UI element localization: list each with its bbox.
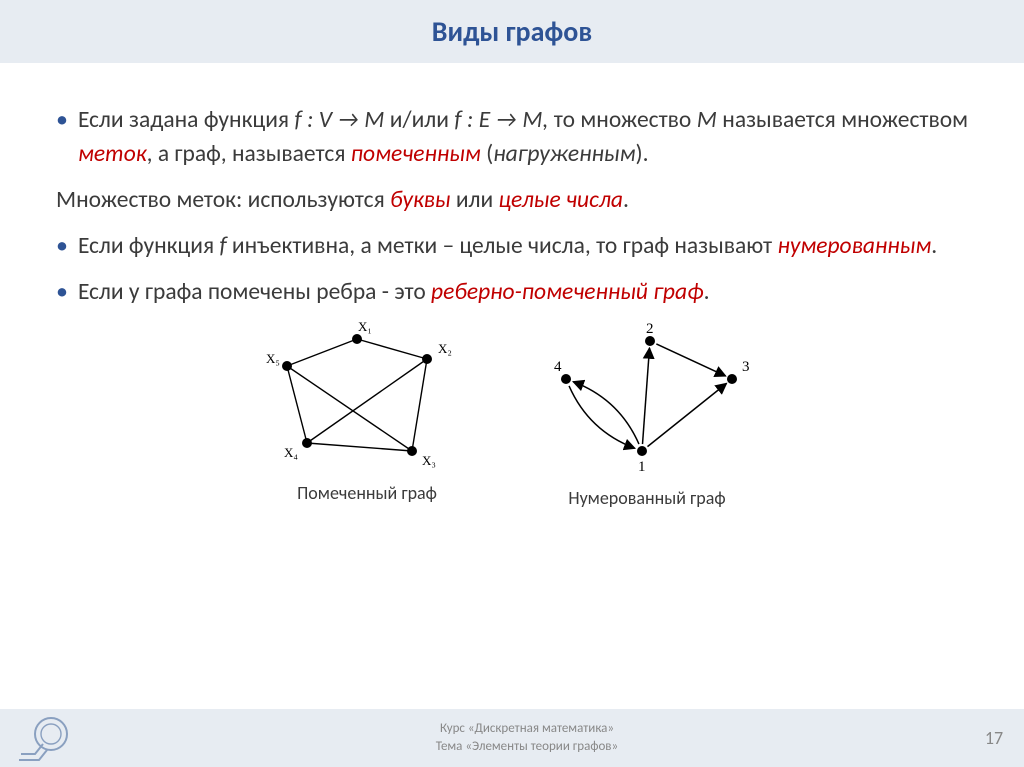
figures-row: X₁ X₂ X₃ X₄ X₅ Помеченный граф 1 2 3 4 Нумерова… xyxy=(56,321,968,509)
bullet-1: Если задана функция f : V → M и/или f : … xyxy=(56,103,968,171)
content-area: Если задана функция f : V → M и/или f : … xyxy=(0,63,1024,509)
formula: f : V → M xyxy=(294,106,384,134)
term-chisla: целые числа xyxy=(499,186,623,214)
text: инъективна, а метки – целые числа, то гр… xyxy=(227,232,778,260)
line-2: Множество меток: используются буквы или … xyxy=(56,183,968,217)
text: называется множеством xyxy=(717,106,968,134)
graph2-svg: 1 2 3 4 xyxy=(532,321,762,481)
graph1-svg: X₁ X₂ X₃ X₄ X₅ xyxy=(262,321,472,476)
bullet-list: Если задана функция f : V → M и/или f : … xyxy=(56,103,968,309)
term-pomechennym: помеченным xyxy=(351,140,481,168)
bullet-3: Если функция f инъективна, а метки – цел… xyxy=(56,229,968,263)
bullet-4: Если у графа помечены ребра - это реберн… xyxy=(56,275,968,309)
footer-text: Курс «Дискретная математика» Тема «Элеме… xyxy=(90,720,964,755)
footer-logo xyxy=(0,714,90,762)
formula: f : E → M, xyxy=(454,106,548,134)
svg-text:X₁: X₁ xyxy=(358,321,372,334)
term-reberno: реберно-помеченный граф xyxy=(431,278,704,306)
text: ( xyxy=(481,140,493,168)
term-numerovannym: нумерованным xyxy=(777,232,931,260)
svg-text:X₃: X₃ xyxy=(422,453,436,468)
text: то множество xyxy=(548,106,696,134)
term-metki: меток xyxy=(78,140,147,168)
footer-line1: Курс «Дискретная математика» xyxy=(90,720,964,738)
text: Если функция xyxy=(78,232,219,260)
text: Если задана функция xyxy=(78,106,294,134)
svg-text:X₅: X₅ xyxy=(266,351,280,366)
svg-text:X₂: X₂ xyxy=(438,341,452,356)
graph2-caption: Нумерованный граф xyxy=(532,487,762,509)
svg-text:2: 2 xyxy=(646,321,654,337)
svg-text:3: 3 xyxy=(742,359,750,375)
text: , а граф, называется xyxy=(147,140,351,168)
slide-title: Виды графов xyxy=(0,14,1024,49)
figure-numbered-graph: 1 2 3 4 Нумерованный граф xyxy=(532,321,762,509)
logo-icon xyxy=(15,714,75,762)
footer: Курс «Дискретная математика» Тема «Элеме… xyxy=(0,709,1024,767)
text: . xyxy=(931,232,937,260)
text: или xyxy=(451,186,499,214)
slide: Виды графов Если задана функция f : V → … xyxy=(0,0,1024,767)
var-M: М xyxy=(697,106,717,134)
svg-text:1: 1 xyxy=(638,459,646,475)
text: . xyxy=(704,278,710,306)
svg-text:X₄: X₄ xyxy=(284,445,298,460)
term-bukvy: буквы xyxy=(390,186,450,214)
svg-text:4: 4 xyxy=(554,359,562,375)
term-nagruzhennym: нагруженным xyxy=(493,140,635,168)
text: . xyxy=(623,186,629,214)
title-band: Виды графов xyxy=(0,0,1024,63)
page-number: 17 xyxy=(964,727,1024,749)
graph1-caption: Помеченный граф xyxy=(262,482,472,504)
footer-line2: Тема «Элементы теории графов» xyxy=(90,738,964,756)
text: Если у графа помечены ребра - это xyxy=(78,278,431,306)
text: ). xyxy=(635,140,648,168)
figure-labeled-graph: X₁ X₂ X₃ X₄ X₅ Помеченный граф xyxy=(262,321,472,509)
text: Множество меток: используются xyxy=(56,186,390,214)
var-f: f xyxy=(219,232,226,260)
text: и/или xyxy=(384,106,454,134)
